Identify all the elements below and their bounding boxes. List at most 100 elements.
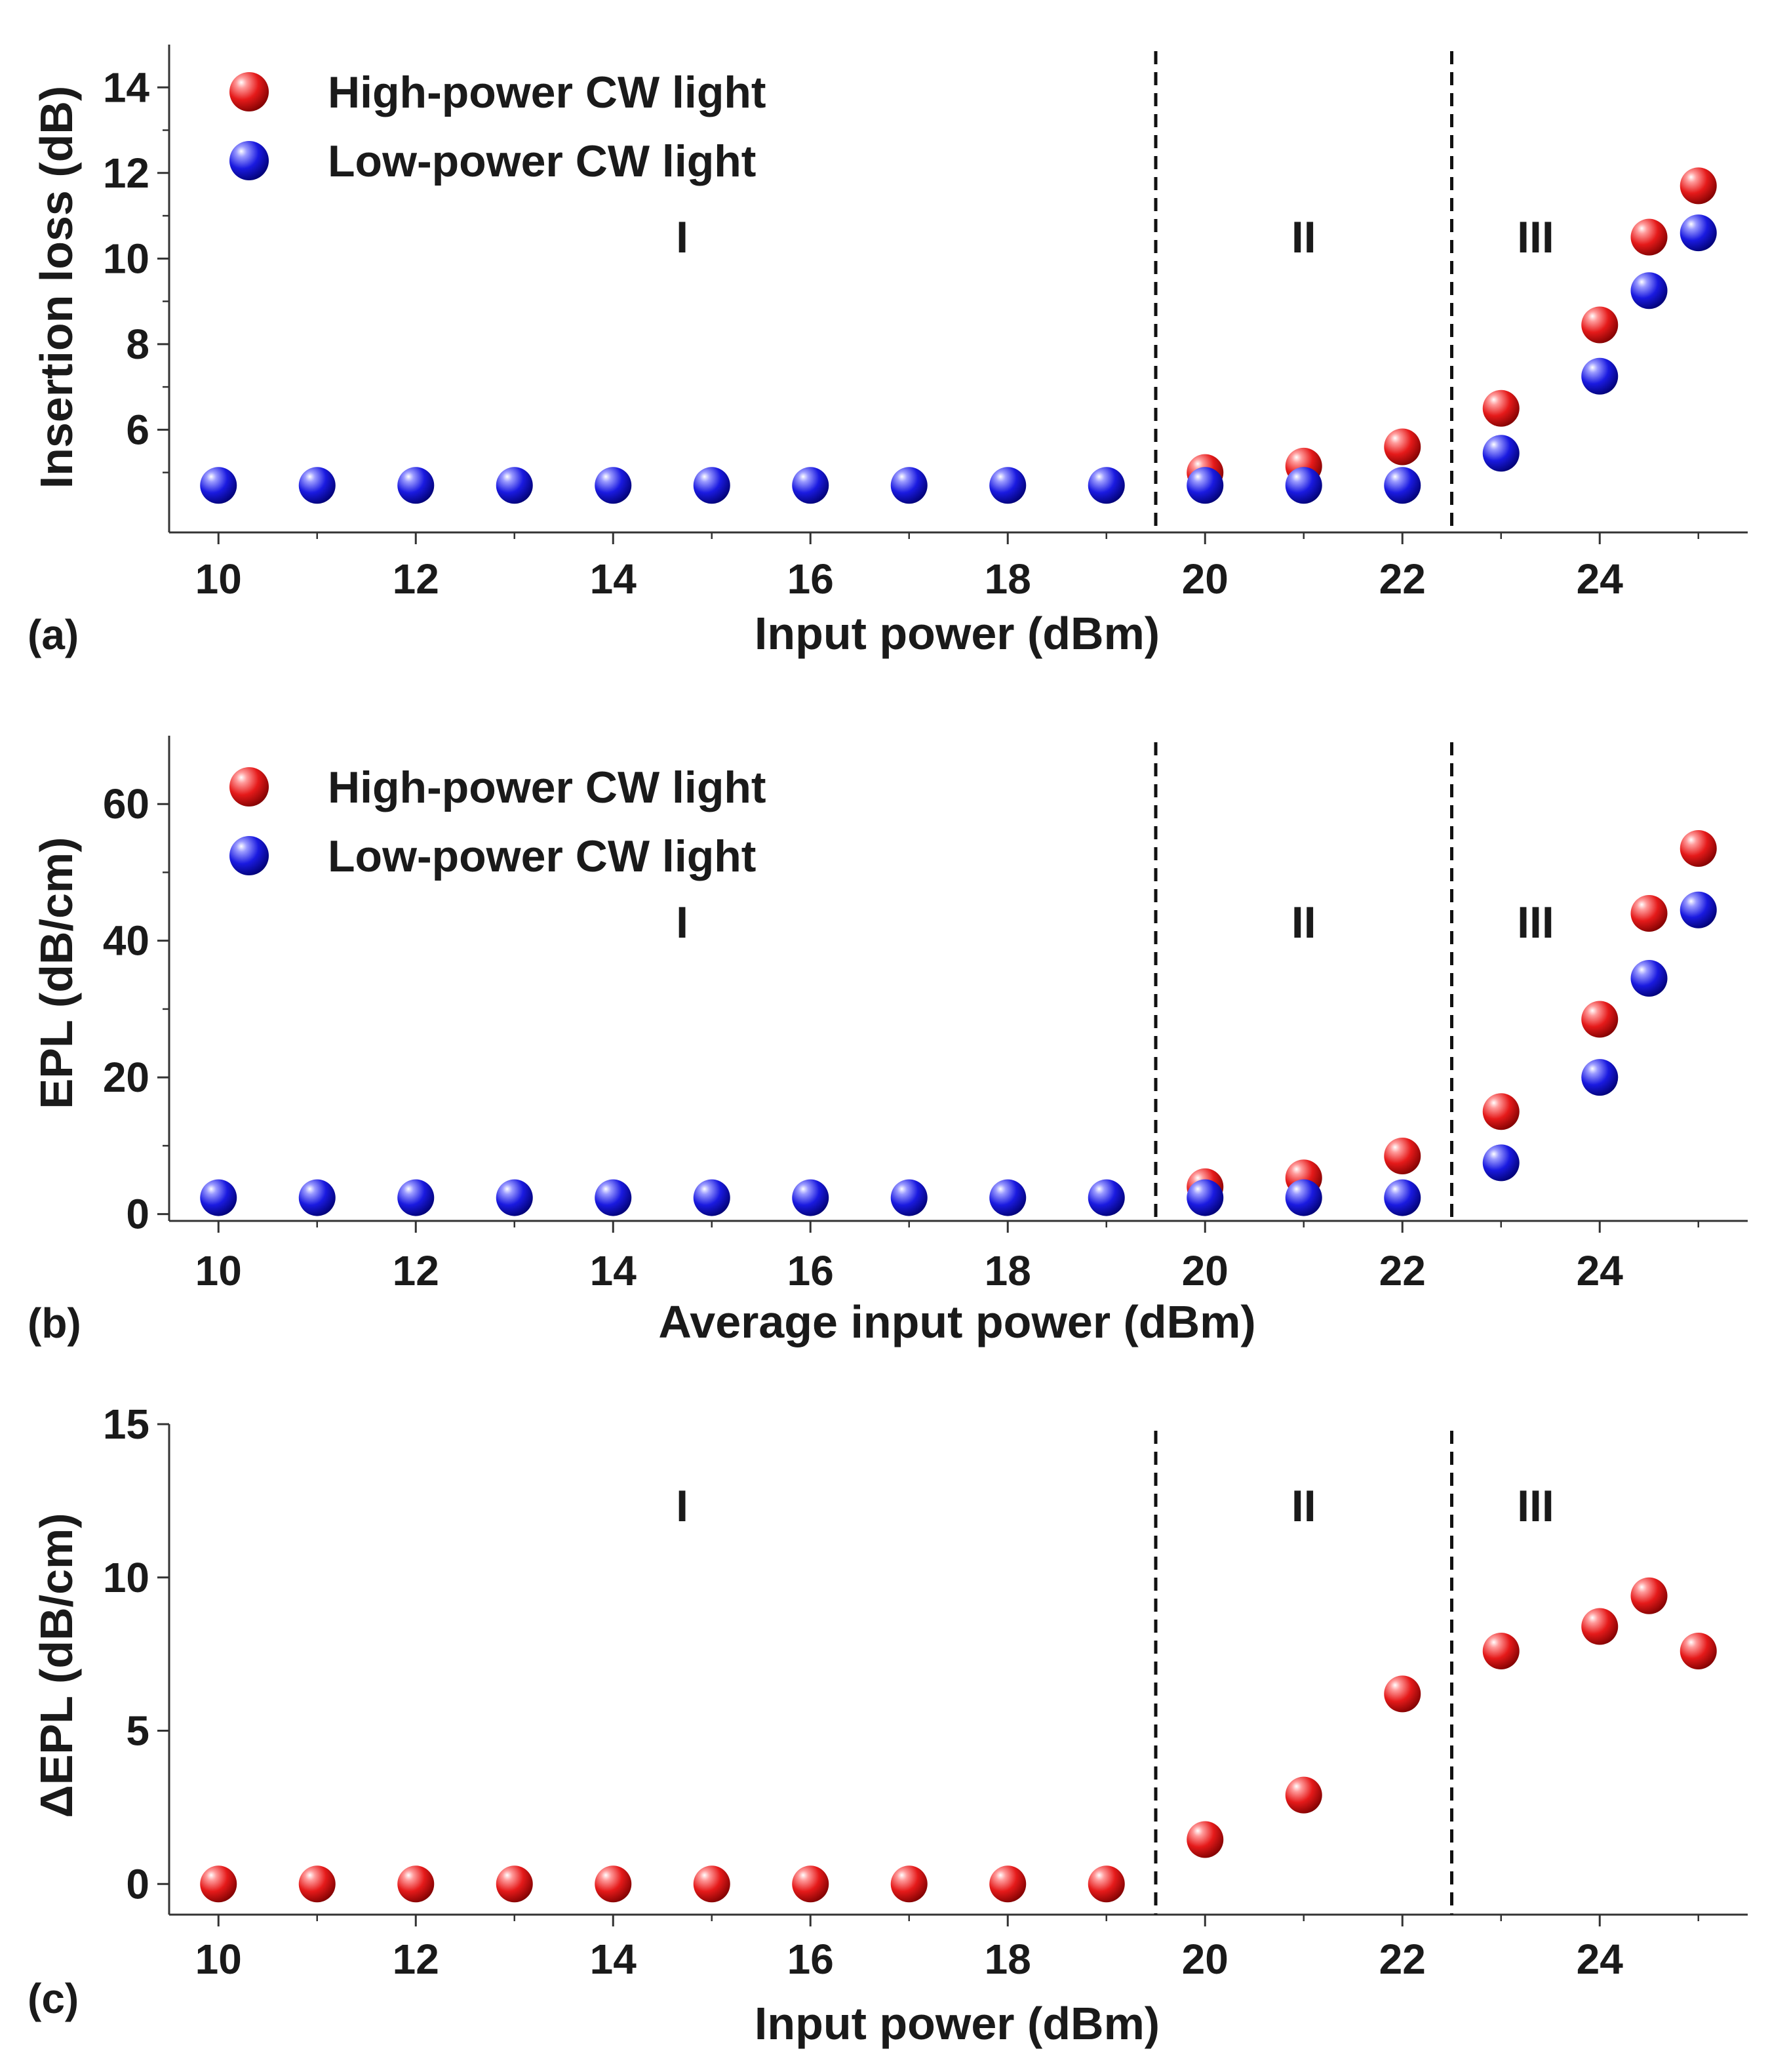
panel-a-point-low [1680, 214, 1717, 252]
panel-a-point-low [890, 467, 928, 504]
panel-b-point-low [989, 1179, 1027, 1216]
panel-a-point-high [1630, 218, 1668, 256]
panel-a-point-low [989, 467, 1027, 504]
panel-a-y-axis-title: Insertion loss (dB) [31, 86, 82, 488]
panel-a-point-low [298, 467, 336, 504]
panel-a-point-low [1581, 357, 1619, 395]
panel-b-point-low [693, 1179, 730, 1216]
panel-a-point-low [397, 467, 435, 504]
panel-c-point-high [1384, 1675, 1421, 1713]
panel-b-x-tick-label: 22 [1379, 1247, 1426, 1294]
panel-c-y-axis-title: ΔEPL (dB/cm) [31, 1513, 82, 1818]
panel-b-x-tick-label: 16 [787, 1247, 834, 1294]
panel-a-legend-label: High-power CW light [328, 68, 766, 117]
panel-b-region-label: I [676, 898, 688, 947]
panel-b-point-low [1482, 1144, 1520, 1182]
panel-c-x-tick-label: 10 [195, 1936, 242, 1983]
panel-a-point-low [595, 467, 632, 504]
panel-b-point-low [397, 1179, 435, 1216]
panel-a-legend-marker [229, 141, 269, 180]
panel-c-point-high [693, 1865, 730, 1903]
panel-a-point-low [693, 467, 730, 504]
panel-b-label: (b) [28, 1300, 81, 1347]
panel-b: (b) Average input power (dBm) EPL (dB/cm… [28, 736, 1748, 1347]
panel-c-y-tick-label: 10 [103, 1554, 149, 1601]
panel-c-region-label: III [1517, 1481, 1554, 1531]
panel-a-region-label: I [676, 212, 688, 262]
panel-a-point-low [200, 467, 237, 504]
panel-b-y-axis-title: EPL (dB/cm) [31, 837, 82, 1109]
panel-b-y-tick-label: 20 [103, 1054, 149, 1101]
panel-c-x-tick-label: 14 [590, 1936, 637, 1983]
panel-c: (c) Input power (dBm) ΔEPL (dB/cm) 10 12 1… [28, 1401, 1748, 2049]
panel-a-x-tick-label: 18 [985, 555, 1031, 603]
panel-b-region-label: III [1517, 898, 1554, 947]
panel-b-point-low [496, 1179, 533, 1216]
panel-a-region-label: III [1517, 212, 1554, 262]
panel-c-x-tick-label: 24 [1577, 1936, 1624, 1983]
panel-c-point-high [1630, 1577, 1668, 1614]
panel-b-x-tick-label: 24 [1577, 1247, 1624, 1294]
panel-a-x-tick-label: 22 [1379, 555, 1426, 603]
panel-b-region-label: II [1291, 898, 1316, 947]
panel-b-legend-label: High-power CW light [328, 763, 766, 812]
panel-b-y-tick-label: 40 [103, 917, 149, 965]
panel-c-point-high [1581, 1608, 1619, 1645]
panel-b-y-tick-label: 0 [126, 1191, 149, 1238]
panel-c-point-high [496, 1865, 533, 1903]
panel-b-point-high [1630, 894, 1668, 932]
panel-c-x-tick-label: 16 [787, 1936, 834, 1983]
panel-c-point-high [595, 1865, 632, 1903]
panel-b-point-low [1581, 1059, 1619, 1096]
panel-b-x-tick-label: 10 [195, 1247, 242, 1294]
panel-b-y-tick-label: 60 [103, 780, 149, 827]
panel-a-y-tick-label: 6 [126, 406, 149, 453]
panel-a-label: (a) [28, 611, 79, 658]
panel-c-point-high [397, 1865, 435, 1903]
panel-a-x-tick-label: 24 [1577, 555, 1624, 603]
panel-c-region-label: II [1291, 1481, 1316, 1531]
panel-a-x-axis-title: Input power (dBm) [755, 608, 1160, 659]
panel-a-point-high [1581, 306, 1619, 344]
panel-c-point-high [200, 1865, 237, 1903]
panel-b-point-low [1680, 891, 1717, 928]
panel-a-point-low [1630, 272, 1668, 309]
panel-c-region-label: I [676, 1481, 688, 1531]
panel-b-point-high [1482, 1093, 1520, 1130]
panel-a-x-tick-label: 10 [195, 555, 242, 603]
panel-a-legend-marker [229, 72, 269, 111]
panel-b-x-tick-label: 14 [590, 1247, 637, 1294]
panel-b-point-low [1088, 1179, 1125, 1216]
panel-a-point-low [1187, 467, 1224, 504]
panel-a-y-tick-label: 12 [103, 149, 149, 197]
panel-a-point-low [1384, 467, 1421, 504]
panel-b-point-high [1384, 1137, 1421, 1174]
panel-a-point-low [496, 467, 533, 504]
panel-a-point-low [1482, 435, 1520, 472]
panel-c-y-tick-label: 15 [103, 1401, 149, 1448]
panel-c-point-high [792, 1865, 829, 1903]
panel-c-y-tick-label: 0 [126, 1860, 149, 1907]
panel-b-point-high [1581, 1001, 1619, 1038]
panel-b-legend-marker [229, 767, 269, 807]
panel-a-y-tick-label: 14 [103, 64, 150, 111]
panel-c-x-tick-label: 18 [985, 1936, 1031, 1983]
panel-a-point-high [1482, 389, 1520, 427]
panel-c-x-axis-title: Input power (dBm) [755, 1998, 1160, 2049]
panel-a-y-tick-label: 8 [126, 321, 149, 368]
panel-b-x-tick-label: 18 [985, 1247, 1031, 1294]
panel-b-point-low [595, 1179, 632, 1216]
panel-a-point-high [1384, 428, 1421, 466]
panel-c-point-high [298, 1865, 336, 1903]
panel-a-x-tick-label: 16 [787, 555, 834, 603]
panel-b-point-low [298, 1179, 336, 1216]
panel-b-point-low [1384, 1179, 1421, 1216]
panel-b-x-axis-title: Average input power (dBm) [658, 1296, 1255, 1347]
panel-a-point-low [792, 467, 829, 504]
panel-b-point-low [1285, 1179, 1322, 1216]
panel-b-point-low [1630, 960, 1668, 997]
panel-a-point-low [1285, 467, 1322, 504]
panel-a-region-label: II [1291, 212, 1316, 262]
panel-c-point-high [1088, 1865, 1125, 1903]
